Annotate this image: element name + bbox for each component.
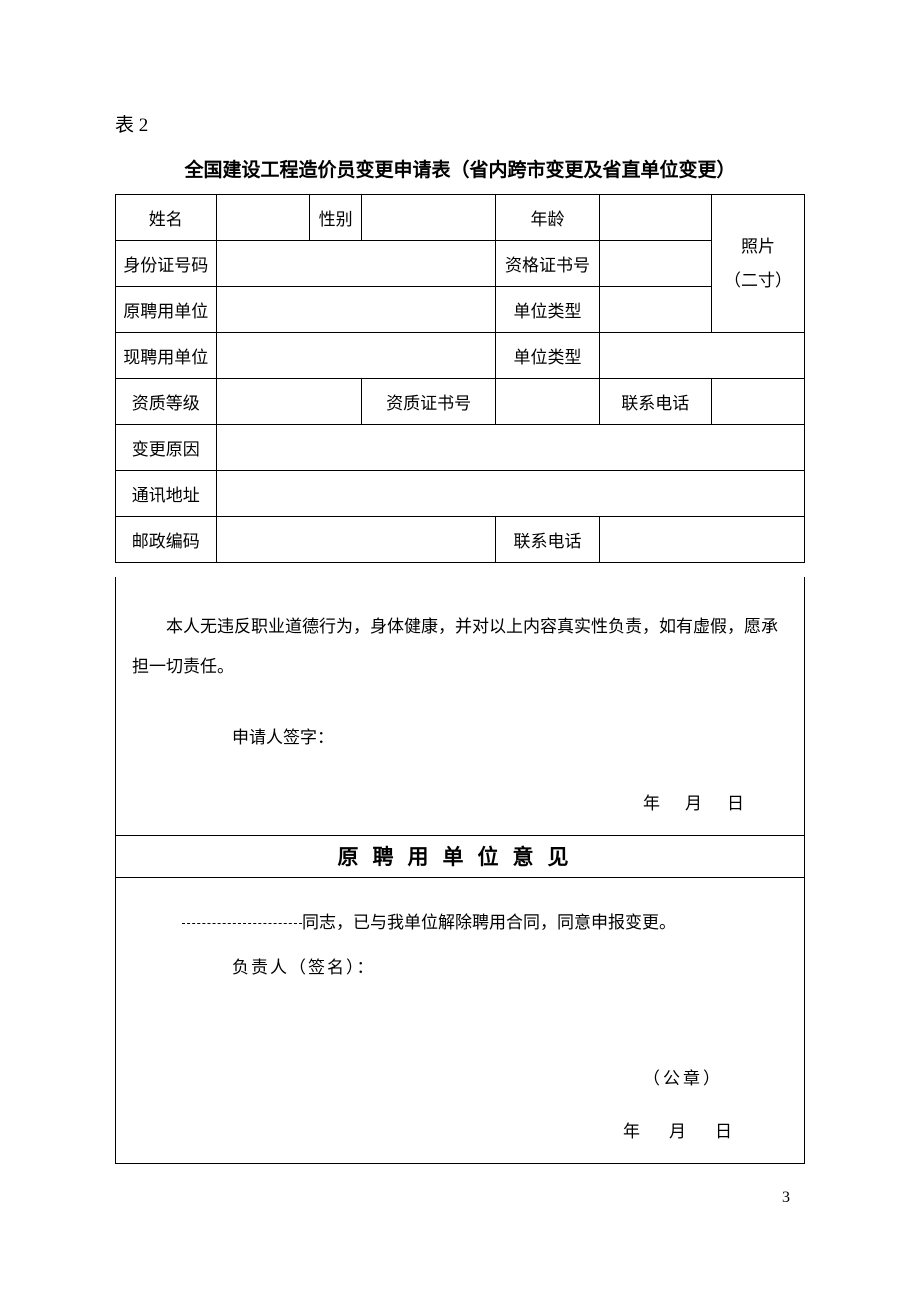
label-current-employer: 现聘用单位 — [116, 333, 217, 379]
field-gender[interactable] — [361, 195, 495, 241]
label-address: 通讯地址 — [116, 471, 217, 517]
table-row: 姓名 性别 年龄 照片 （二寸） — [116, 195, 805, 241]
field-qualification-level[interactable] — [216, 379, 361, 425]
label-qualification-level: 资质等级 — [116, 379, 217, 425]
photo-label-2: （二寸） — [716, 264, 800, 298]
opinion-text: 同志，已与我单位解除聘用合同，同意申报变更。 — [302, 913, 676, 932]
field-contact-phone-2[interactable] — [599, 517, 804, 563]
field-postal-code[interactable] — [216, 517, 496, 563]
form-title: 全国建设工程造价员变更申请表（省内跨市变更及省直单位变更） — [115, 155, 805, 182]
field-cert-number[interactable] — [599, 241, 711, 287]
label-name: 姓名 — [116, 195, 217, 241]
label-change-reason: 变更原因 — [116, 425, 217, 471]
opinion-row: 同志，已与我单位解除聘用合同，同意申报变更。 负责人（签名）： （公章） 年 月… — [116, 877, 805, 1163]
label-gender: 性别 — [310, 195, 362, 241]
dashed-name-field[interactable] — [182, 923, 302, 924]
label-unit-type-1: 单位类型 — [496, 287, 599, 333]
table-row: 变更原因 — [116, 425, 805, 471]
photo-cell: 照片 （二寸） — [711, 195, 804, 333]
section-header: 原聘用单位意见 — [116, 835, 805, 877]
field-age[interactable] — [599, 195, 711, 241]
field-unit-type-1[interactable] — [599, 287, 711, 333]
declaration-text: 本人无违反职业道德行为，身体健康，并对以上内容真实性负责，如有虚假，愿承担一切责… — [132, 607, 788, 689]
spacer-row — [116, 563, 805, 577]
label-cert-number: 资格证书号 — [496, 241, 599, 287]
table-row: 现聘用单位 单位类型 — [116, 333, 805, 379]
opinion-cell: 同志，已与我单位解除聘用合同，同意申报变更。 负责人（签名）： （公章） 年 月… — [116, 877, 805, 1163]
label-id-number: 身份证号码 — [116, 241, 217, 287]
field-contact-phone-1[interactable] — [711, 379, 804, 425]
opinion-date: 年 月 日 — [132, 1112, 788, 1153]
field-change-reason[interactable] — [216, 425, 804, 471]
opinion-text-line: 同志，已与我单位解除聘用合同，同意申报变更。 — [132, 903, 788, 944]
photo-label-1: 照片 — [716, 230, 800, 264]
label-contact-phone-2: 联系电话 — [496, 517, 599, 563]
field-qualification-cert[interactable] — [496, 379, 599, 425]
label-original-employer: 原聘用单位 — [116, 287, 217, 333]
label-postal-code: 邮政编码 — [116, 517, 217, 563]
label-unit-type-2: 单位类型 — [496, 333, 599, 379]
table-row: 身份证号码 资格证书号 — [116, 241, 805, 287]
page-number: 3 — [782, 1189, 790, 1207]
label-contact-phone-1: 联系电话 — [599, 379, 711, 425]
table-row: 通讯地址 — [116, 471, 805, 517]
declaration-date: 年 月 日 — [132, 784, 788, 825]
field-id-number[interactable] — [216, 241, 496, 287]
stamp-label: （公章） — [132, 1059, 788, 1100]
table-label: 表 2 — [115, 110, 805, 137]
label-age: 年龄 — [496, 195, 599, 241]
responsible-signature-label: 负责人（签名）： — [132, 948, 788, 989]
declaration-row: 本人无违反职业道德行为，身体健康，并对以上内容真实性负责，如有虚假，愿承担一切责… — [116, 577, 805, 836]
table-row: 邮政编码 联系电话 — [116, 517, 805, 563]
field-address[interactable] — [216, 471, 804, 517]
application-form-table: 姓名 性别 年龄 照片 （二寸） 身份证号码 资格证书号 原聘用单位 单位类型 … — [115, 194, 805, 1164]
declaration-cell: 本人无违反职业道德行为，身体健康，并对以上内容真实性负责，如有虚假，愿承担一切责… — [116, 577, 805, 836]
table-row: 原聘用单位 单位类型 — [116, 287, 805, 333]
field-current-employer[interactable] — [216, 333, 496, 379]
field-unit-type-2[interactable] — [599, 333, 804, 379]
table-row: 资质等级 资质证书号 联系电话 — [116, 379, 805, 425]
label-qualification-cert: 资质证书号 — [361, 379, 495, 425]
section-header-row: 原聘用单位意见 — [116, 835, 805, 877]
applicant-signature-label: 申请人签字： — [132, 718, 788, 759]
field-name[interactable] — [216, 195, 310, 241]
field-original-employer[interactable] — [216, 287, 496, 333]
